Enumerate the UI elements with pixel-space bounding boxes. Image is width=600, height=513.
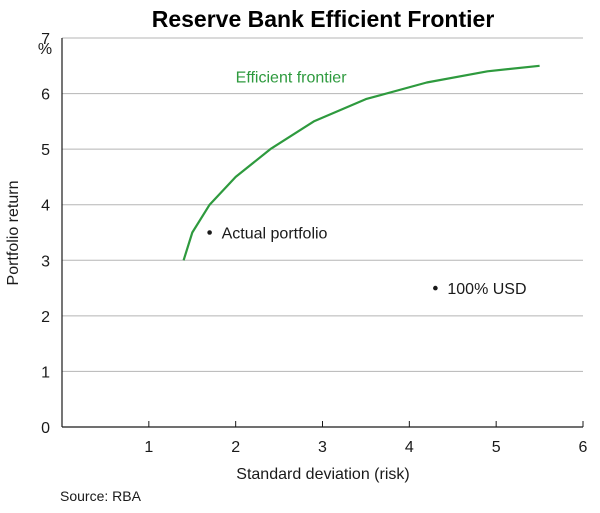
point-label: Actual portfolio xyxy=(222,226,328,243)
x-tick-label: 1 xyxy=(144,439,153,456)
x-tick-label: 4 xyxy=(405,439,414,456)
data-point xyxy=(207,230,212,235)
point-label: 100% USD xyxy=(447,281,526,298)
source-note: Source: RBA xyxy=(60,488,142,504)
series-layer: Efficient frontier xyxy=(182,64,540,261)
y-tick-label: 6 xyxy=(41,87,50,104)
y-tick-label: 2 xyxy=(41,309,50,326)
y-tick-labels: 0 1 2 3 4 5 6 7 xyxy=(41,31,50,437)
y-tick-label: 7 xyxy=(41,31,50,48)
annotated-points: Actual portfolio 100% USD xyxy=(207,226,527,298)
x-tick-label: 2 xyxy=(231,439,240,456)
x-tick-labels: 1 2 3 4 5 6 xyxy=(144,439,587,456)
y-tick-label: 0 xyxy=(41,420,50,437)
plot-frame xyxy=(61,38,584,428)
y-tick-label: 5 xyxy=(41,142,50,159)
chart-title: Reserve Bank Efficient Frontier xyxy=(152,6,495,32)
x-tick-label: 3 xyxy=(318,439,327,456)
gridlines xyxy=(62,37,583,372)
y-tick-label: 1 xyxy=(41,364,50,381)
data-point xyxy=(433,285,438,291)
series-label: Efficient frontier xyxy=(236,69,348,86)
y-unit-label: % xyxy=(38,41,52,58)
y-tick-label: 4 xyxy=(41,198,50,215)
x-tick-label: 5 xyxy=(492,439,501,456)
x-axis-label: Standard deviation (risk) xyxy=(236,466,409,483)
efficient-frontier-line xyxy=(182,64,540,261)
y-tick-label: 3 xyxy=(41,253,50,270)
y-axis-label: Portfolio return xyxy=(5,181,22,286)
x-tick-label: 6 xyxy=(579,439,588,456)
